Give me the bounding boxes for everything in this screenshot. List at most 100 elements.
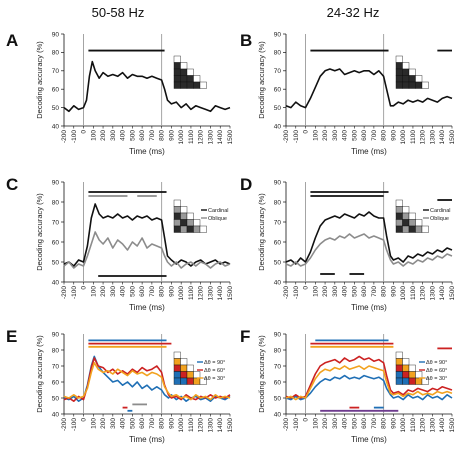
y-tick-label: 90 [52, 331, 60, 338]
x-tick-label: -100 [71, 130, 78, 143]
matrix-legend-cell [402, 62, 410, 70]
y-tick-label: 70 [52, 363, 60, 370]
matrix-legend-cell [180, 377, 188, 385]
x-tick-label: 300 [332, 130, 339, 141]
matrix-legend-cell [173, 371, 181, 379]
y-tick-label: 40 [52, 279, 60, 286]
matrix-legend-cell [408, 212, 416, 220]
matrix-legend-cell [421, 377, 429, 385]
matrix-legend-cell [402, 371, 410, 379]
matrix-legend-cell [180, 206, 188, 214]
matrix-legend-cell [173, 377, 181, 385]
x-axis-label: Time (ms) [351, 303, 387, 312]
matrix-legend-cell [180, 81, 188, 89]
x-tick-label: 300 [110, 418, 117, 429]
matrix-legend-cell [408, 371, 416, 379]
panel-letter: B [240, 31, 252, 50]
x-tick-label: 100 [312, 286, 319, 297]
matrix-legend-cell [415, 81, 423, 89]
matrix-legend-cell [180, 75, 188, 83]
y-tick-label: 70 [274, 363, 282, 370]
x-tick-label: 1000 [178, 418, 185, 433]
matrix-legend-cell [415, 371, 423, 379]
matrix-legend-cell [395, 68, 403, 76]
panel-c: C 40 50 60 70 80 90 -200 -100 0 100 200 300 400 500 600… [6, 175, 234, 312]
matrix-legend-cell [173, 68, 181, 76]
x-tick-label: 400 [342, 130, 349, 141]
x-tick-label: 700 [149, 418, 156, 429]
y-tick-label: 80 [274, 50, 282, 57]
y-tick-label: 50 [52, 395, 60, 402]
x-tick-label: 500 [351, 418, 358, 429]
matrix-legend-cell [173, 351, 181, 359]
legend-label: Δθ = 90° [426, 360, 447, 366]
x-tick-label: 100 [90, 418, 97, 429]
y-tick-label: 40 [52, 123, 60, 130]
y-tick-label: 50 [52, 259, 60, 266]
x-tick-label: 1300 [429, 286, 436, 301]
legend-label: Oblique [208, 216, 227, 222]
matrix-legend-cell [408, 364, 416, 372]
x-tick-label: 800 [159, 418, 166, 429]
x-tick-label: 300 [110, 286, 117, 297]
y-tick-label: 50 [274, 105, 282, 112]
x-tick-label: 1200 [420, 418, 427, 433]
x-tick-label: 1400 [217, 286, 224, 301]
x-tick-label: 1400 [217, 130, 224, 145]
matrix-legend-cell [402, 364, 410, 372]
x-tick-label: 200 [322, 130, 329, 141]
matrix-legend-cell [408, 75, 416, 83]
matrix-legend-cell [173, 358, 181, 366]
x-tick-label: 700 [371, 418, 378, 429]
y-tick-label: 80 [52, 199, 60, 206]
matrix-legend-cell [186, 212, 194, 220]
matrix-legend-cell [180, 225, 188, 233]
matrix-legend-cell [186, 364, 194, 372]
matrix-legend-cell [173, 212, 181, 220]
matrix-legend-cell [395, 62, 403, 70]
y-tick-label: 40 [274, 123, 282, 130]
x-tick-label: -200 [61, 418, 68, 431]
x-axis-label: Time (ms) [129, 303, 165, 312]
matrix-legend-cell [173, 55, 181, 63]
x-tick-label: 1000 [400, 130, 407, 145]
matrix-legend-cell [395, 225, 403, 233]
y-axis-label: Decoding accuracy (%) [257, 41, 266, 119]
matrix-legend-cell [186, 81, 194, 89]
x-tick-label: 1000 [178, 286, 185, 301]
matrix-legend-cell [402, 212, 410, 220]
x-tick-label: 1500 [227, 130, 234, 145]
y-tick-label: 50 [52, 105, 60, 112]
y-tick-label: 50 [274, 395, 282, 402]
x-tick-label: 100 [312, 130, 319, 141]
matrix-legend-cell [395, 199, 403, 207]
matrix-legend-cell [415, 225, 423, 233]
series-line-oblique [285, 233, 453, 267]
series-line--30- [285, 365, 453, 401]
matrix-legend-cell [402, 377, 410, 385]
matrix-legend-cell [180, 364, 188, 372]
y-tick-label: 80 [52, 347, 60, 354]
x-tick-label: 1400 [439, 286, 446, 301]
x-tick-label: 900 [168, 286, 175, 297]
matrix-legend-cell [395, 377, 403, 385]
x-tick-label: 1500 [227, 418, 234, 433]
x-tick-label: -200 [61, 130, 68, 143]
matrix-legend-cell [421, 81, 429, 89]
legend-label: Cardinal [430, 208, 450, 214]
x-tick-label: 600 [139, 130, 146, 141]
x-tick-label: 900 [168, 130, 175, 141]
panel-letter: C [6, 175, 18, 194]
x-tick-label: -100 [71, 286, 78, 299]
matrix-legend-cell [186, 225, 194, 233]
y-axis-label: Decoding accuracy (%) [35, 335, 44, 413]
legend-label: Δθ = 30° [426, 376, 447, 382]
x-tick-label: 200 [100, 130, 107, 141]
matrix-legend-cell [395, 371, 403, 379]
x-axis-label: Time (ms) [351, 435, 387, 444]
matrix-legend-cell [180, 358, 188, 366]
column-title-left: 50-58 Hz [92, 5, 145, 20]
x-axis-label: Time (ms) [129, 147, 165, 156]
x-tick-label: 500 [129, 130, 136, 141]
x-axis-label: Time (ms) [351, 147, 387, 156]
